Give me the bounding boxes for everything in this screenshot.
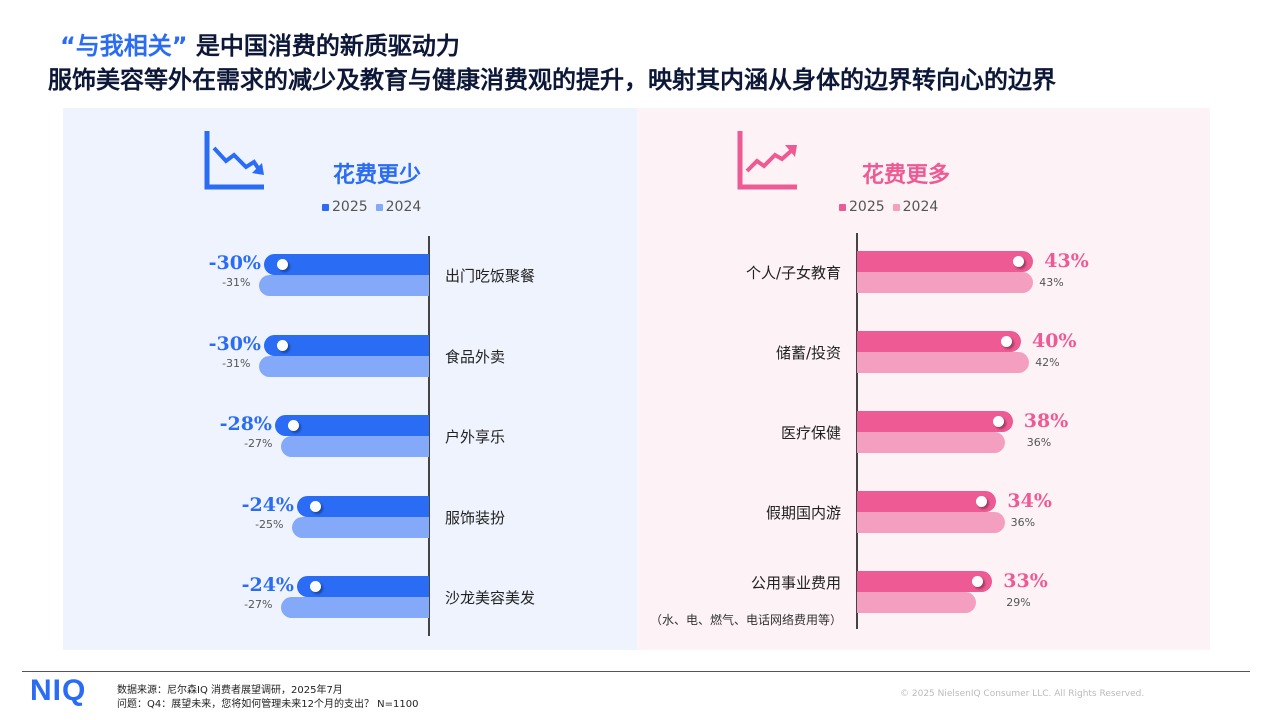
spend-more-title: 花费更多	[862, 163, 951, 188]
footer-notes: 数据来源：尼尔森IQ 消费者展望调研，2025年7月 问题：Q4：展望未来，您将…	[117, 684, 418, 712]
category-label: 沙龙美容美发	[445, 589, 536, 607]
bar-2024	[280, 597, 429, 618]
bar-2025	[264, 254, 429, 275]
legend: 2025 2024	[839, 199, 938, 215]
category-label: 医疗保健	[780, 424, 841, 442]
value-label-2024: 36%	[1026, 436, 1052, 449]
question-note: 问题：Q4：展望未来，您将如何管理未来12个月的支出？ N=1100	[117, 699, 419, 710]
footer-divider	[22, 671, 1250, 672]
category-label: 服饰装扮	[445, 508, 506, 527]
value-label-2025: -24%	[241, 574, 294, 596]
bar-2024	[258, 275, 429, 296]
copyright: © 2025 NielsenIQ Consumer LLC. All Right…	[900, 689, 1145, 699]
bar-marker-dot	[1001, 336, 1012, 347]
bar-2025	[857, 491, 997, 512]
bar-marker-dot	[992, 416, 1004, 427]
bar-2025	[297, 576, 429, 597]
bar-marker-dot	[277, 339, 288, 351]
value-label-2025: -28%	[219, 413, 272, 435]
bar-2025	[297, 495, 429, 517]
category-label: 食品外卖	[445, 347, 506, 366]
left-axis	[428, 236, 430, 636]
bar-marker-dot	[310, 500, 321, 512]
bar-2025	[857, 251, 1034, 272]
bar-2025	[857, 411, 1013, 432]
spend-more-panel	[637, 108, 1210, 650]
value-label-2024: 36%	[1010, 516, 1036, 529]
page-title: “与我相关” 是中国消费的新质驱动力	[60, 32, 460, 60]
category-label: 户外享乐	[445, 428, 506, 446]
spend-less-title: 花费更少	[333, 163, 422, 188]
bar-marker-dot	[288, 420, 299, 431]
value-label-2025: 43%	[1044, 250, 1089, 272]
bar-2025	[857, 331, 1021, 352]
category-label: 假期国内游	[765, 504, 841, 522]
bar-2024	[291, 516, 429, 538]
value-label-2025: 40%	[1032, 330, 1077, 352]
value-label-2024: 43%	[1039, 276, 1064, 289]
legend: 2025 2024	[322, 199, 421, 215]
legend-item-2024: 2024	[892, 199, 938, 215]
trend-up-icon	[737, 131, 797, 190]
category-label: 储蓄/投资	[775, 344, 841, 362]
category-label: 出门吃饭聚餐	[445, 267, 536, 285]
bar-2025	[275, 415, 429, 436]
bar-2024	[857, 512, 1005, 533]
category-label: 个人/子女教育	[745, 264, 841, 282]
legend-item-2025: 2025	[322, 199, 368, 215]
bar-2024	[258, 355, 429, 377]
value-label-2024: -31%	[222, 356, 251, 370]
source-note: 数据来源：尼尔森IQ 消费者展望调研，2025年7月	[117, 685, 343, 696]
value-label-2024: -25%	[255, 517, 284, 531]
value-label-2025: 38%	[1023, 410, 1069, 432]
value-label-2024: 29%	[1006, 596, 1031, 609]
value-label-2024: -27%	[244, 598, 273, 611]
value-label-2024: -27%	[244, 437, 273, 450]
bar-2024	[280, 436, 429, 457]
value-label-2025: -30%	[208, 332, 261, 355]
category-label: 公用事业费用	[750, 574, 841, 592]
value-label-2025: -30%	[208, 252, 261, 274]
value-label-2024: -31%	[222, 276, 251, 289]
value-label-2025: 34%	[1007, 490, 1052, 512]
bar-marker-dot	[972, 576, 984, 587]
bar-2025	[264, 334, 429, 356]
bar-2024	[857, 432, 1005, 453]
bar-marker-dot	[976, 496, 988, 507]
value-label-2025: 33%	[1003, 570, 1048, 592]
legend-item-2024: 2024	[375, 199, 421, 215]
bar-2025	[857, 571, 993, 592]
category-note: （水、电、燃气、电话网络费用等）	[650, 613, 843, 627]
bar-marker-dot	[1013, 256, 1025, 267]
value-label-2025: -24%	[241, 493, 294, 516]
bar-marker-dot	[310, 581, 321, 592]
bar-marker-dot	[277, 259, 288, 270]
bar-2024	[857, 592, 976, 613]
legend-item-2025: 2025	[839, 199, 885, 215]
niq-logo: NIQ	[30, 674, 87, 707]
page-subtitle: 服饰美容等外在需求的减少及教育与健康消费观的提升，映射其内涵从身体的边界转向心的…	[48, 66, 1056, 94]
bar-2024	[857, 352, 1030, 373]
trend-down-icon	[204, 131, 264, 190]
bar-2024	[857, 272, 1034, 293]
spend-less-panel	[63, 108, 637, 650]
value-label-2024: 42%	[1035, 356, 1060, 369]
